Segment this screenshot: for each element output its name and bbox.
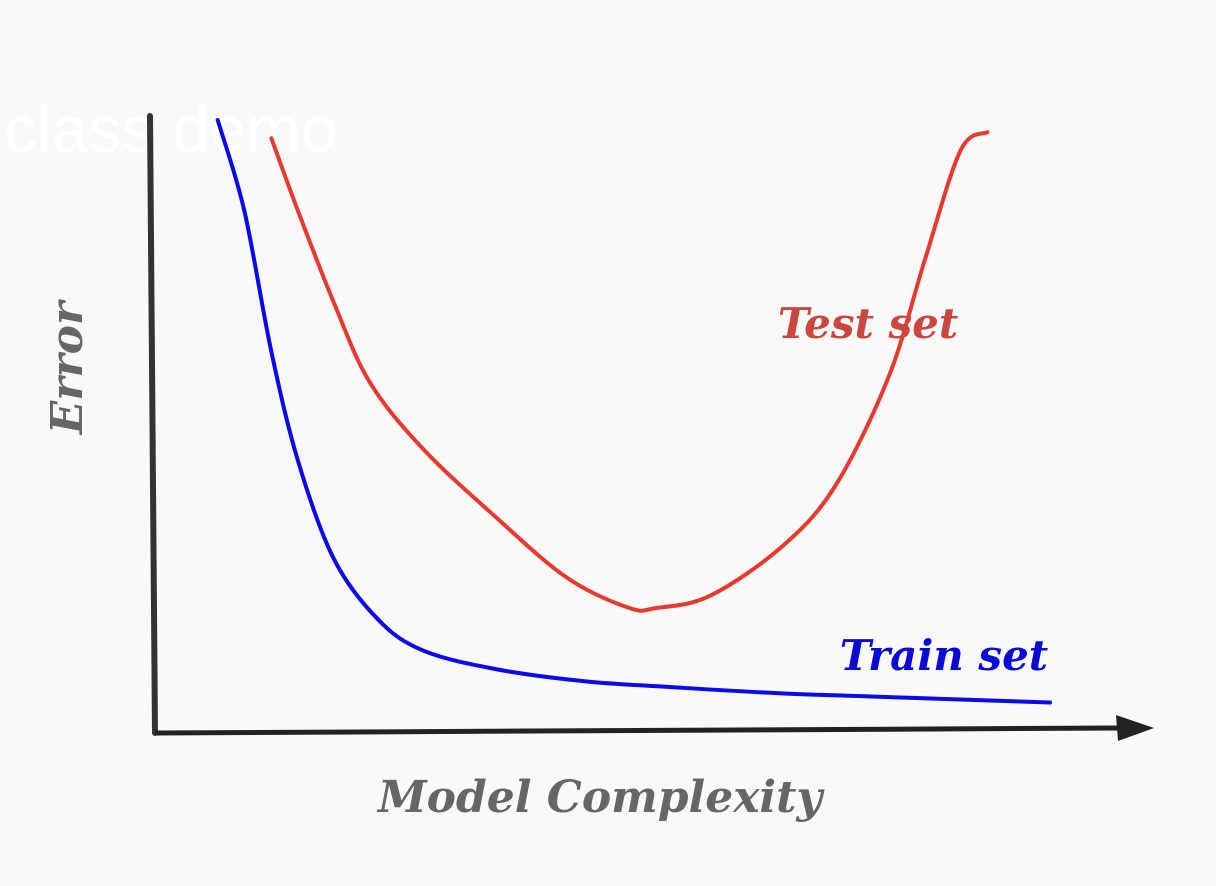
y-axis-line <box>147 113 158 736</box>
watermark-text: class demo <box>4 92 338 166</box>
test-set-label: Test set <box>778 299 959 348</box>
y-axis-label: Error <box>42 299 93 436</box>
train-set-label: Train set <box>840 631 1048 680</box>
test-set-curve <box>269 130 990 613</box>
train-set-curve <box>215 118 1052 705</box>
x-axis-line <box>154 725 1123 736</box>
x-axis-arrow-icon <box>1116 715 1154 741</box>
series-layer <box>215 118 1052 705</box>
series-label-layer: Test set Train set <box>778 299 1049 680</box>
x-axis-label: Model Complexity <box>376 772 826 823</box>
